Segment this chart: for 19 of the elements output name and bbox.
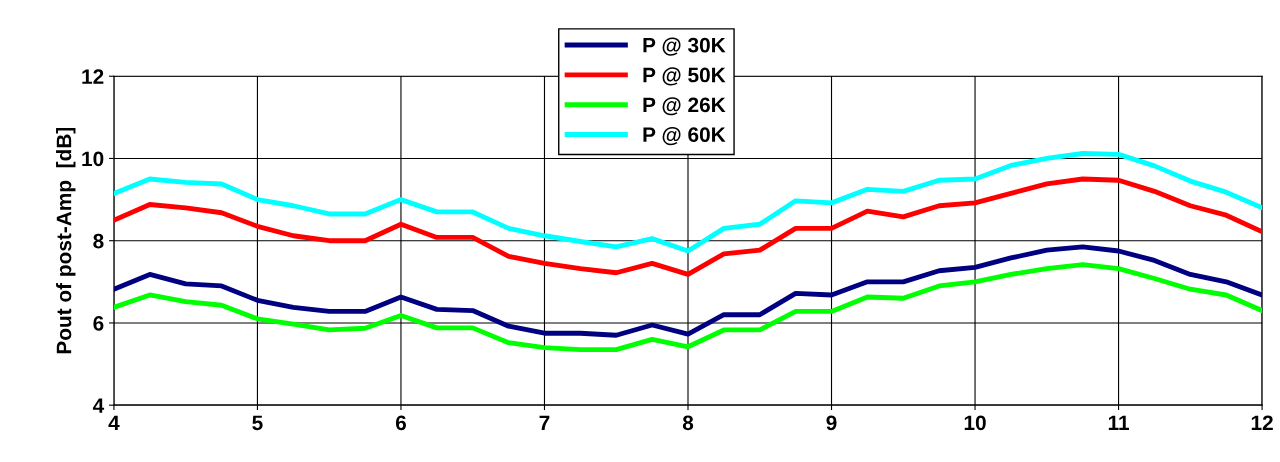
legend-label: P @ 60K [643, 127, 726, 146]
x-tick-label: 9 [826, 415, 837, 431]
x-tick-label: 12 [1251, 415, 1273, 430]
x-tick-label: 10 [964, 415, 986, 431]
y-tick-label: 4 [92, 398, 105, 413]
legend-label: P @ 30K [643, 37, 726, 56]
legend-label: P @ 50K [643, 67, 726, 86]
y-tick-label: 6 [93, 315, 104, 331]
x-tick-label: 8 [682, 415, 694, 431]
x-tick-label: 5 [252, 415, 263, 431]
y-tick-label: 8 [93, 233, 104, 249]
x-tick-label: 6 [395, 415, 406, 431]
x-tick-label: 7 [539, 415, 550, 430]
x-tick-label: 4 [108, 415, 120, 430]
y-axis-title: Pout of post-Amp [dB] [56, 127, 76, 354]
legend-label: P @ 26K [643, 97, 726, 116]
x-tick-label: 11 [1108, 415, 1129, 430]
y-tick-label: 10 [82, 151, 104, 167]
y-tick-label: 12 [82, 69, 104, 84]
